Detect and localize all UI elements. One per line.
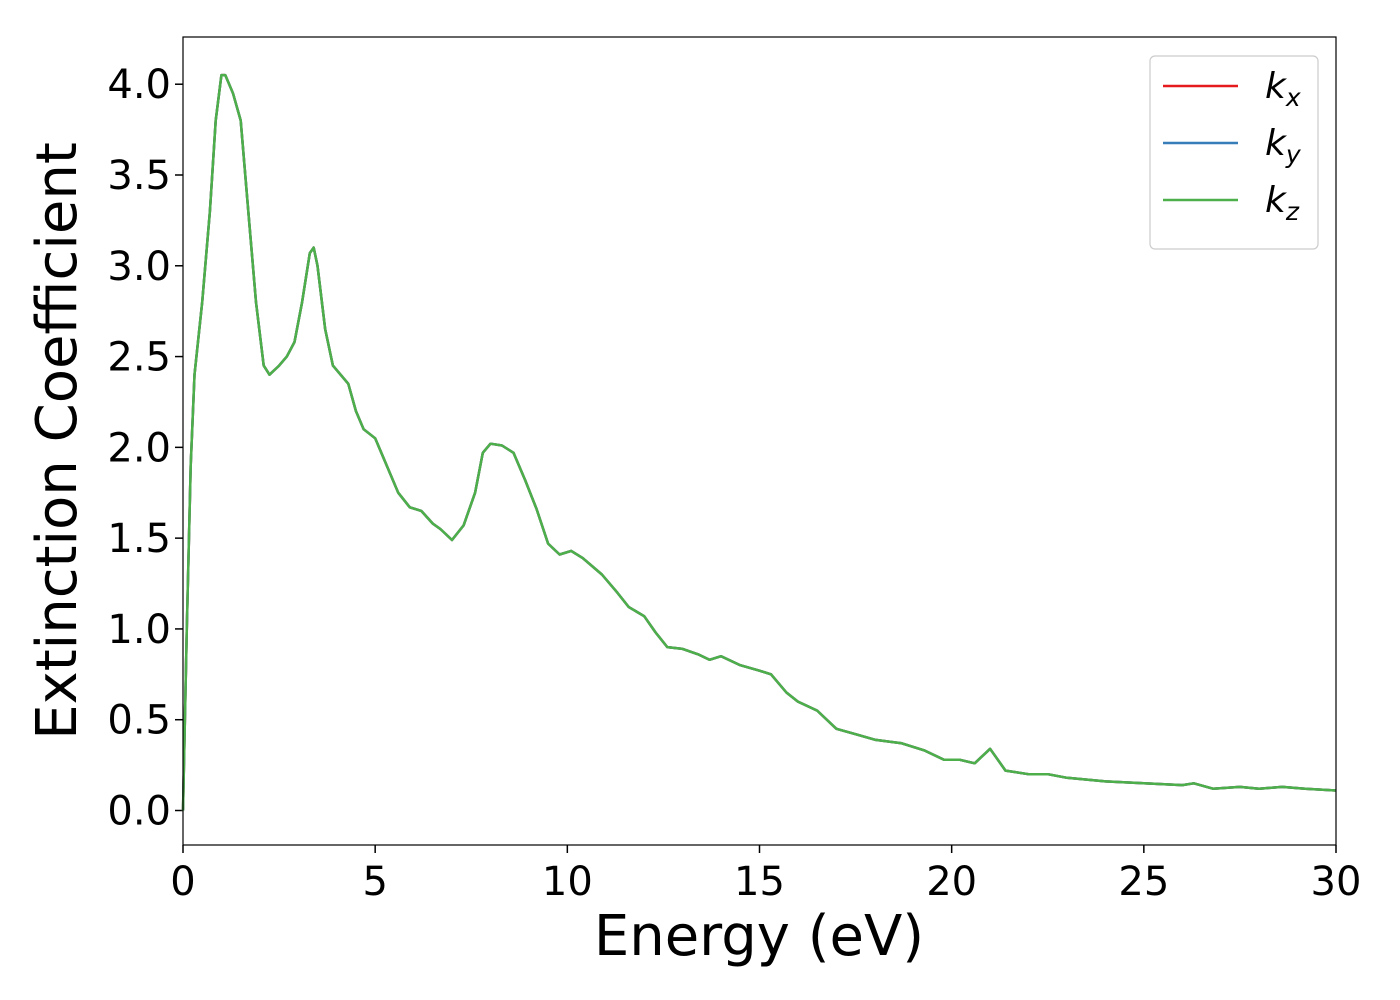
x-tick-label: 10 <box>542 859 593 905</box>
legend-label: kx <box>1265 66 1301 112</box>
y-tick-label: 0.0 <box>107 789 171 835</box>
plot-frame <box>182 36 1337 846</box>
y-tick-label: 0.5 <box>107 698 171 744</box>
y-tick-label: 1.5 <box>107 516 171 562</box>
legend-label: ky <box>1265 123 1302 169</box>
legend-label: kz <box>1265 180 1300 226</box>
x-tick-label: 15 <box>734 859 785 905</box>
x-tick-label: 5 <box>362 859 387 905</box>
y-axis-label: Extinction Coefficient <box>25 142 90 740</box>
series-line <box>181 73 1337 811</box>
y-tick-label: 2.0 <box>107 425 171 471</box>
y-tick-label: 2.5 <box>107 335 171 381</box>
y-tick-label: 3.0 <box>107 244 171 290</box>
x-tick-label: 25 <box>1118 859 1169 905</box>
x-tick-label: 30 <box>1311 859 1362 905</box>
y-tick-label: 3.5 <box>107 153 171 199</box>
x-tick-label: 0 <box>170 859 195 905</box>
y-tick-label: 1.0 <box>107 607 171 653</box>
x-tick-label: 20 <box>926 859 977 905</box>
x-axis-label: Energy (eV) <box>594 904 924 969</box>
y-tick-label: 4.0 <box>107 62 171 108</box>
